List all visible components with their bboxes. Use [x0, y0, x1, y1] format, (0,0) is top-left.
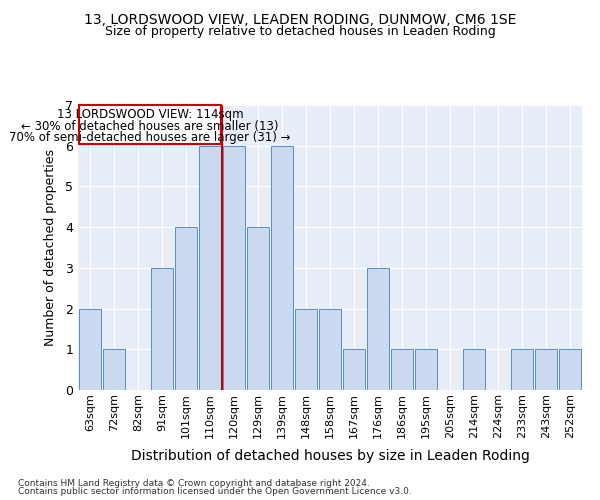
- Bar: [151, 268, 173, 390]
- Bar: [247, 227, 269, 390]
- Bar: [319, 308, 341, 390]
- Text: ← 30% of detached houses are smaller (13): ← 30% of detached houses are smaller (13…: [21, 120, 279, 133]
- Bar: [559, 350, 581, 390]
- X-axis label: Distribution of detached houses by size in Leaden Roding: Distribution of detached houses by size …: [131, 449, 529, 463]
- Bar: [367, 268, 389, 390]
- Text: 13 LORDSWOOD VIEW: 114sqm: 13 LORDSWOOD VIEW: 114sqm: [56, 108, 244, 121]
- Bar: [295, 308, 317, 390]
- Bar: [175, 227, 197, 390]
- Bar: [463, 350, 485, 390]
- Bar: [103, 350, 125, 390]
- Text: 13, LORDSWOOD VIEW, LEADEN RODING, DUNMOW, CM6 1SE: 13, LORDSWOOD VIEW, LEADEN RODING, DUNMO…: [84, 12, 516, 26]
- Bar: [535, 350, 557, 390]
- Text: 70% of semi-detached houses are larger (31) →: 70% of semi-detached houses are larger (…: [9, 132, 291, 144]
- Text: Contains HM Land Registry data © Crown copyright and database right 2024.: Contains HM Land Registry data © Crown c…: [18, 478, 370, 488]
- Bar: [511, 350, 533, 390]
- Text: Contains public sector information licensed under the Open Government Licence v3: Contains public sector information licen…: [18, 487, 412, 496]
- Bar: [343, 350, 365, 390]
- Bar: [223, 146, 245, 390]
- Y-axis label: Number of detached properties: Number of detached properties: [44, 149, 57, 346]
- Text: Size of property relative to detached houses in Leaden Roding: Size of property relative to detached ho…: [104, 25, 496, 38]
- Bar: [79, 308, 101, 390]
- Bar: [271, 146, 293, 390]
- Bar: [199, 146, 221, 390]
- FancyBboxPatch shape: [79, 105, 221, 144]
- Bar: [415, 350, 437, 390]
- Bar: [391, 350, 413, 390]
